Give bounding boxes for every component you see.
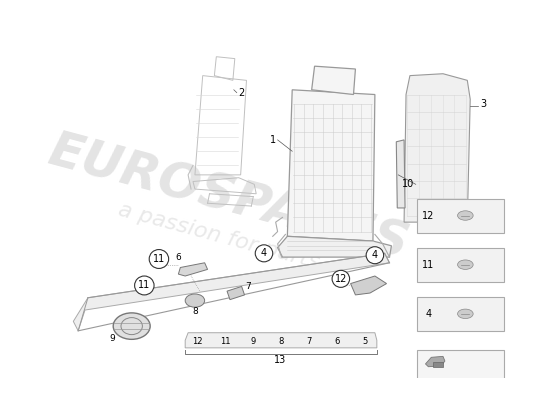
- Polygon shape: [397, 140, 405, 208]
- Text: 3: 3: [480, 99, 486, 109]
- Text: 11: 11: [422, 260, 435, 270]
- Ellipse shape: [458, 211, 473, 220]
- Polygon shape: [426, 356, 445, 367]
- Circle shape: [332, 270, 350, 287]
- FancyBboxPatch shape: [417, 378, 504, 400]
- Text: 1: 1: [270, 135, 276, 145]
- Text: 4: 4: [425, 309, 431, 319]
- Polygon shape: [404, 74, 470, 222]
- Text: 11: 11: [153, 254, 165, 264]
- Ellipse shape: [458, 260, 473, 269]
- Ellipse shape: [458, 309, 473, 318]
- Text: 7: 7: [245, 282, 251, 291]
- Text: 11: 11: [221, 337, 231, 346]
- Polygon shape: [287, 90, 375, 241]
- Circle shape: [366, 247, 384, 264]
- FancyBboxPatch shape: [417, 350, 504, 400]
- Polygon shape: [185, 333, 377, 348]
- Text: 11: 11: [138, 280, 151, 290]
- Polygon shape: [312, 66, 355, 94]
- Text: 5: 5: [362, 337, 368, 346]
- FancyBboxPatch shape: [417, 248, 504, 282]
- Text: 9: 9: [251, 337, 256, 346]
- Polygon shape: [227, 286, 245, 300]
- Text: 8: 8: [279, 337, 284, 346]
- Text: 2: 2: [239, 88, 245, 98]
- FancyBboxPatch shape: [433, 362, 443, 367]
- Text: 4: 4: [261, 248, 267, 258]
- Text: 12: 12: [422, 210, 435, 220]
- Polygon shape: [350, 276, 387, 295]
- Text: 12: 12: [334, 274, 347, 284]
- Text: 6: 6: [175, 253, 182, 262]
- Text: 13: 13: [274, 355, 287, 365]
- Text: 8: 8: [192, 308, 198, 316]
- Circle shape: [255, 245, 273, 262]
- Polygon shape: [73, 253, 389, 331]
- Text: a passion for parts: a passion for parts: [116, 200, 322, 273]
- Text: EUROSPARES: EUROSPARES: [43, 127, 414, 270]
- Ellipse shape: [185, 294, 205, 307]
- Text: 12: 12: [192, 337, 203, 346]
- FancyBboxPatch shape: [417, 297, 504, 331]
- Text: 4: 4: [372, 250, 378, 260]
- Polygon shape: [178, 263, 207, 276]
- Text: 881 01: 881 01: [437, 390, 485, 400]
- Text: 9: 9: [109, 334, 115, 343]
- FancyBboxPatch shape: [417, 198, 504, 232]
- Polygon shape: [278, 236, 392, 257]
- Text: 10: 10: [402, 179, 414, 189]
- Circle shape: [149, 250, 169, 268]
- Text: 6: 6: [334, 337, 340, 346]
- Circle shape: [135, 276, 154, 295]
- Ellipse shape: [113, 313, 150, 339]
- Text: 7: 7: [307, 337, 312, 346]
